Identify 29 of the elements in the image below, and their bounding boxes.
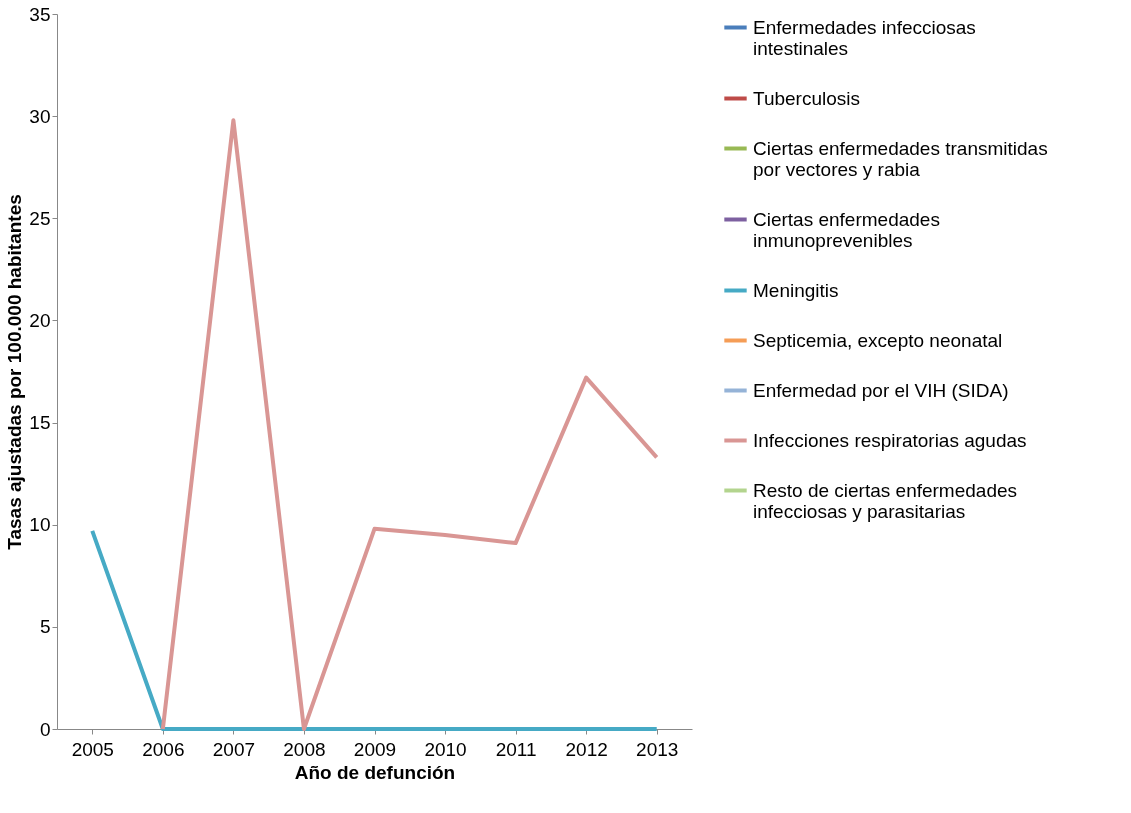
x-tick-label: 2008 bbox=[283, 738, 326, 760]
y-tick-label: 35 bbox=[29, 3, 51, 25]
x-tick-label: 2013 bbox=[636, 738, 679, 760]
legend-label: Enfermedades infecciosas intestinales bbox=[753, 16, 976, 59]
legend-label: Infecciones respiratorias agudas bbox=[753, 429, 1027, 451]
legend-label: Resto de ciertas enfermedades infecciosas y parasitarias bbox=[753, 479, 1018, 522]
line-series bbox=[160, 118, 659, 731]
y-tick-label: 20 bbox=[29, 309, 51, 331]
y-axis-title: Tasas ajustadas por 100.000 habitantes bbox=[4, 194, 26, 550]
x-tick-label: 2006 bbox=[142, 738, 185, 760]
y-tick-label: 5 bbox=[39, 616, 51, 638]
x-axis-title: Año de defunción bbox=[294, 761, 456, 783]
y-tick-label: 15 bbox=[29, 412, 51, 434]
legend-label: Ciertas enfermedades transmitidas por vectores y rabia bbox=[753, 137, 1048, 180]
x-tick-label: 2011 bbox=[495, 738, 537, 760]
x-tick-label: 2009 bbox=[353, 738, 397, 760]
y-tick-label: 0 bbox=[39, 718, 51, 740]
x-tick-label: 2012 bbox=[565, 738, 608, 760]
y-tick-label: 10 bbox=[29, 514, 51, 536]
x-tick-label: 2005 bbox=[71, 738, 114, 760]
y-tick-label: 30 bbox=[29, 105, 51, 127]
x-tick-label: 2007 bbox=[212, 738, 256, 760]
legend-label: Enfermedad por el VIH (SIDA) bbox=[753, 379, 1009, 401]
y-tick-label: 25 bbox=[29, 207, 51, 229]
legend-label: Meningitis bbox=[753, 279, 839, 301]
x-tick-label: 2010 bbox=[424, 738, 467, 760]
legend-label: Septicemia, excepto neonatal bbox=[753, 329, 1003, 351]
legend-label: Ciertas enfermedades inmunoprevenibles bbox=[753, 208, 940, 251]
legend-label: Tuberculosis bbox=[753, 87, 861, 109]
